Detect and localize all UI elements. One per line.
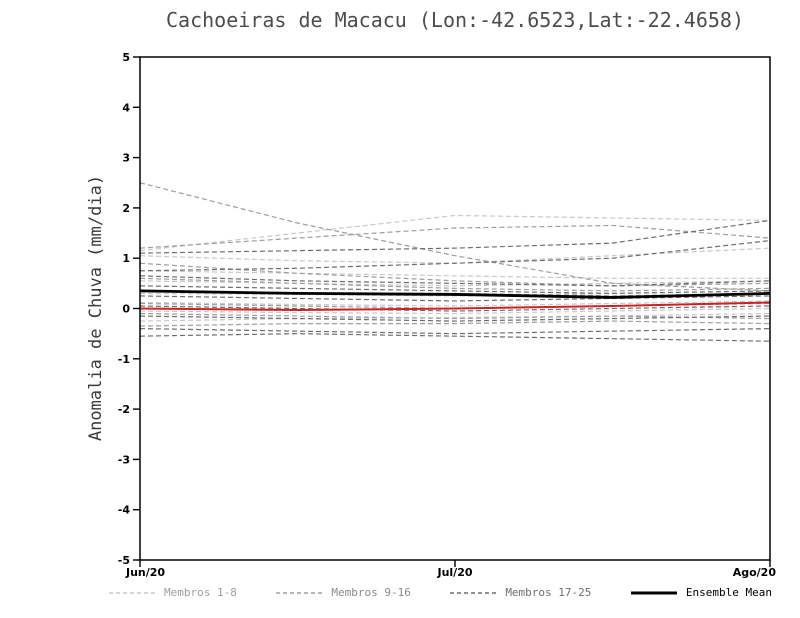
legend-item-ensemble-mean: Ensemble Mean xyxy=(630,586,772,599)
svg-text:Ago/20: Ago/20 xyxy=(733,566,777,579)
legend-label: Membros 1-8 xyxy=(164,586,237,599)
legend-label: Membros 17-25 xyxy=(505,586,592,599)
svg-text:4: 4 xyxy=(122,101,130,114)
svg-text:Jul/20: Jul/20 xyxy=(436,566,472,579)
svg-text:Jun/20: Jun/20 xyxy=(125,566,165,579)
chart-title: Cachoeiras de Macacu (Lon:-42.6523,Lat:-… xyxy=(166,8,744,32)
svg-text:-4: -4 xyxy=(118,504,131,517)
solid-line-sample xyxy=(630,591,677,594)
legend-item-membros-17-25: Membros 17-25 xyxy=(449,586,591,599)
chart-legend: Membros 1-8 Membros 9-16 Membros 17-25 E… xyxy=(108,586,772,599)
svg-text:-2: -2 xyxy=(118,403,130,416)
dashed-line-sample xyxy=(276,591,323,594)
svg-text:-5: -5 xyxy=(118,554,130,567)
legend-label: Ensemble Mean xyxy=(685,586,772,599)
svg-text:-3: -3 xyxy=(118,453,130,466)
svg-text:2: 2 xyxy=(122,202,130,215)
legend-item-membros-1-8: Membros 1-8 xyxy=(108,586,237,599)
dashed-line-sample xyxy=(450,591,497,594)
legend-label: Membros 9-16 xyxy=(331,586,411,599)
svg-text:-1: -1 xyxy=(118,353,130,366)
svg-text:5: 5 xyxy=(122,51,130,64)
legend-item-membros-9-16: Membros 9-16 xyxy=(275,586,411,599)
svg-text:0: 0 xyxy=(122,303,130,316)
dashed-line-sample xyxy=(109,591,155,594)
svg-text:3: 3 xyxy=(122,152,130,165)
svg-text:1: 1 xyxy=(122,252,130,265)
